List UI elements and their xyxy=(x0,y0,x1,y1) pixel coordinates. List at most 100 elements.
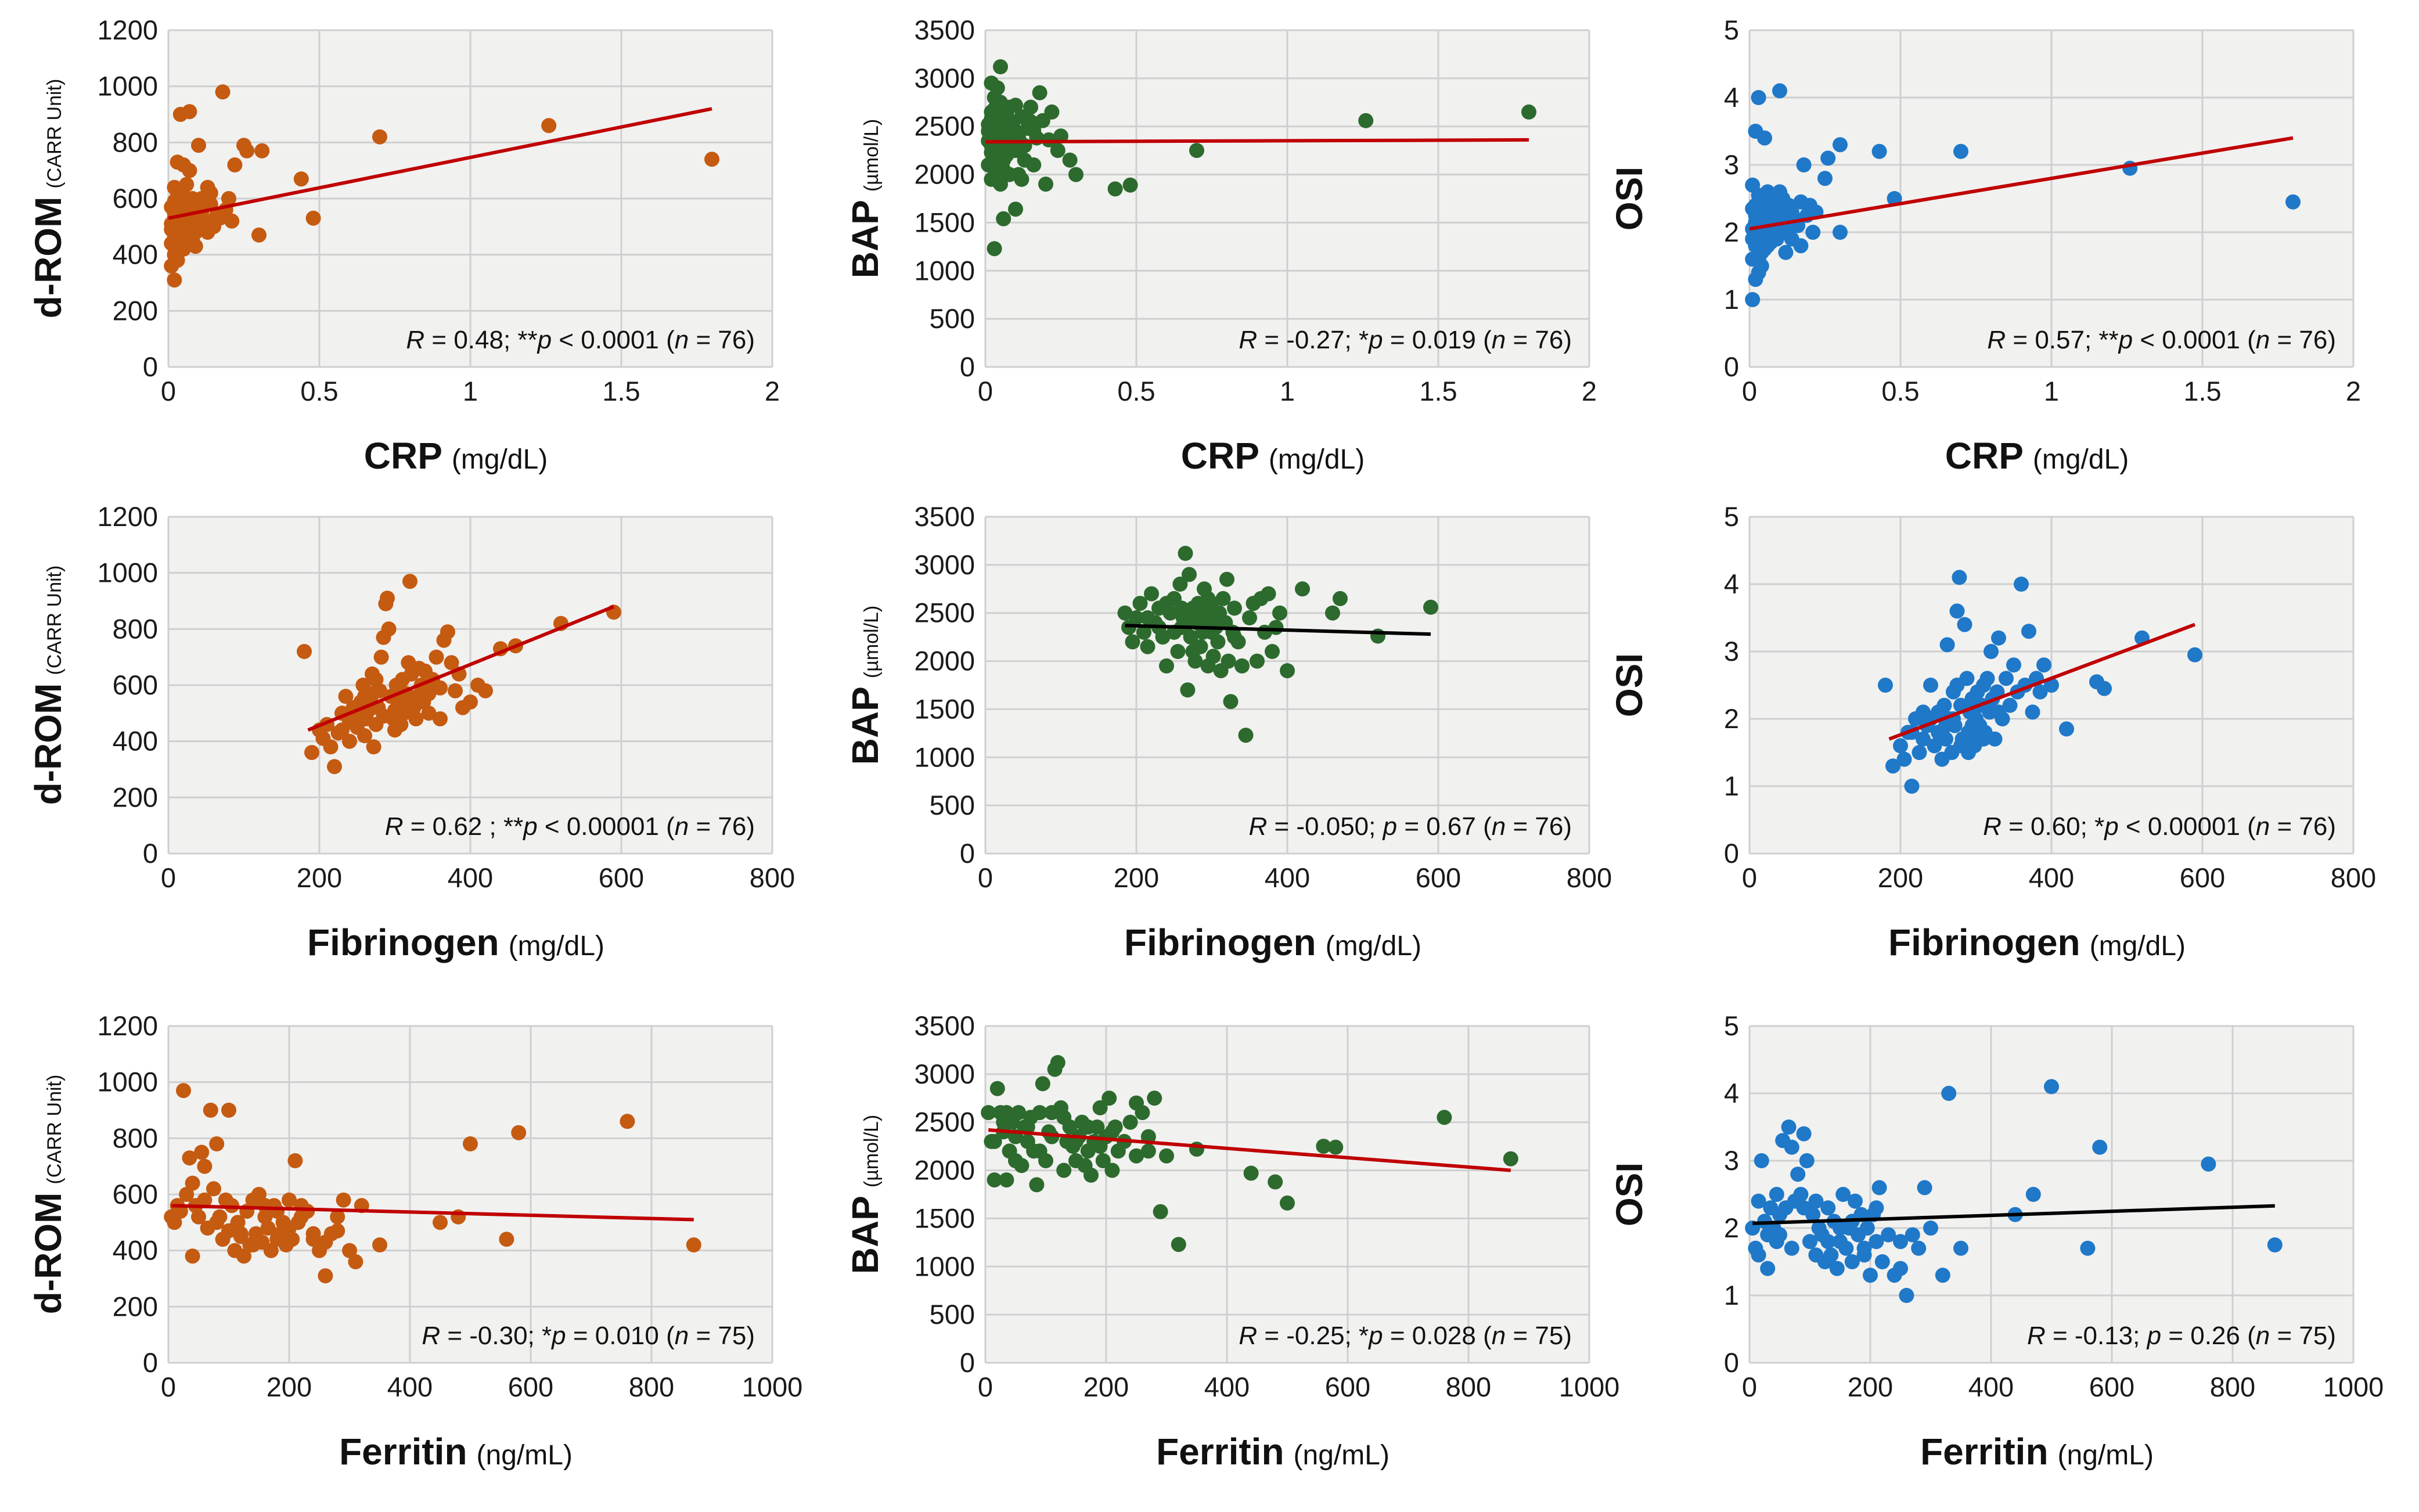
annotation-pre: R xyxy=(422,1322,440,1350)
annotation-mid: = -0.30; * xyxy=(440,1322,552,1350)
data-point xyxy=(1949,603,1965,619)
data-point xyxy=(1170,644,1186,659)
data-point xyxy=(1957,617,1972,632)
data-point xyxy=(357,728,372,743)
data-point xyxy=(191,138,206,153)
y-tick-label: 1 xyxy=(1724,1280,1739,1311)
data-point xyxy=(1174,600,1189,616)
annotation-post: = 0.67 ( xyxy=(1397,812,1492,841)
data-point xyxy=(1871,143,1887,159)
scatter-panel-3-1: 0 200 400 600 800 1000 0 200 400 600 800 1000 1200 R … xyxy=(27,1010,802,1473)
data-point xyxy=(1032,85,1047,100)
x-axis-title: CRP (mg/dL) xyxy=(364,435,548,477)
regression-line xyxy=(171,1204,694,1222)
data-point xyxy=(197,1192,213,1208)
data-point xyxy=(1147,1090,1162,1106)
data-point xyxy=(1953,1240,1968,1256)
stats-annotation: R = 0.60; *p < 0.00001 (n = 76) xyxy=(1983,812,2336,841)
y-tick-label: 0 xyxy=(1724,1347,1739,1378)
y-tick-label: 4 xyxy=(1724,1078,1739,1108)
annotation-p: p xyxy=(2103,812,2118,841)
y-tick-label: 1500 xyxy=(914,207,975,237)
x-axis-title-unit: (mg/dL) xyxy=(1326,931,1421,962)
data-point xyxy=(1808,1193,1824,1209)
data-point xyxy=(1234,658,1250,674)
data-point xyxy=(182,1150,197,1166)
data-point xyxy=(2201,1156,2216,1172)
annotation-post: < 0.0001 ( xyxy=(2133,326,2256,354)
data-points xyxy=(1745,83,2301,307)
data-point xyxy=(176,219,191,235)
data-point xyxy=(408,711,424,726)
data-point xyxy=(1423,599,1438,615)
data-point xyxy=(1159,1148,1174,1164)
y-tick-label: 3 xyxy=(1724,1145,1739,1176)
y-tick-label: 0 xyxy=(960,1347,975,1378)
data-point xyxy=(421,705,437,721)
scatter-panel-2-2: 0 200 400 600 800 0 500 1000 1500 2000 2500 3000 350… xyxy=(844,501,1612,963)
data-point xyxy=(1802,1234,1817,1250)
y-tick-label: 1000 xyxy=(97,557,158,588)
y-tick-label: 3000 xyxy=(914,549,975,580)
data-point xyxy=(260,1221,276,1236)
data-point xyxy=(1035,1076,1050,1092)
data-point xyxy=(1171,1237,1186,1252)
data-point xyxy=(287,1153,303,1168)
data-point xyxy=(1050,1055,1065,1070)
x-tick-label: 800 xyxy=(1567,862,1612,893)
stats-annotation: R = -0.050; p = 0.67 (n = 76) xyxy=(1248,812,1572,841)
x-axis-title-main: Ferritin xyxy=(1920,1431,2048,1473)
data-point xyxy=(1140,639,1155,654)
data-point xyxy=(305,210,321,226)
data-point xyxy=(1916,731,1931,747)
x-tick-label: 0 xyxy=(161,1371,176,1402)
data-point xyxy=(357,689,372,704)
annotation-mid: = 0.57; ** xyxy=(2006,326,2118,354)
data-point xyxy=(1896,751,1912,767)
y-tick-label: 800 xyxy=(113,1122,158,1153)
annotation-mid: = 0.62 ; ** xyxy=(404,812,524,841)
x-tick-label: 0 xyxy=(978,1371,993,1402)
data-point xyxy=(197,1158,213,1174)
data-point xyxy=(1760,1261,1776,1276)
stats-annotation: R = -0.27; *p = 0.019 (n = 76) xyxy=(1239,326,1572,354)
x-axis-title-main: Ferritin xyxy=(1156,1431,1284,1473)
data-point xyxy=(1893,1261,1908,1276)
data-point xyxy=(1899,1288,1914,1303)
data-point xyxy=(269,1232,285,1247)
data-point xyxy=(2025,1187,2041,1202)
annotation-n: n xyxy=(2256,1322,2270,1350)
data-point xyxy=(1848,1193,1863,1209)
data-point xyxy=(334,722,350,738)
data-point xyxy=(1772,184,1787,200)
y-tick-label: 3 xyxy=(1724,636,1739,667)
data-point xyxy=(1358,113,1374,128)
data-point xyxy=(1869,1200,1884,1216)
data-point xyxy=(999,1172,1014,1188)
x-tick-label: 2 xyxy=(2346,376,2361,406)
data-point xyxy=(1268,620,1284,635)
data-point xyxy=(212,210,228,226)
data-point xyxy=(387,722,402,738)
data-point xyxy=(1038,177,1053,192)
data-point xyxy=(1991,630,2006,646)
data-point xyxy=(1863,1268,1878,1283)
data-point xyxy=(478,683,493,699)
data-point xyxy=(1999,671,2014,686)
data-point xyxy=(499,1232,514,1247)
data-point xyxy=(209,1136,225,1151)
data-point xyxy=(1923,1221,1938,1236)
y-tick-label: 1000 xyxy=(914,1251,975,1281)
data-point xyxy=(1083,1167,1099,1183)
x-tick-label: 200 xyxy=(1848,1371,1893,1402)
y-tick-label: 1000 xyxy=(97,71,158,102)
data-point xyxy=(236,1248,251,1264)
y-tick-label: 800 xyxy=(113,127,158,157)
y-tick-label: 3000 xyxy=(914,1059,975,1089)
data-point xyxy=(2187,647,2202,663)
data-point xyxy=(463,1136,478,1151)
y-axis-title-main: d-ROM xyxy=(27,683,69,805)
y-tick-label: 2000 xyxy=(914,159,975,190)
y-tick-label: 200 xyxy=(113,1291,158,1322)
x-tick-label: 1.5 xyxy=(602,376,640,406)
